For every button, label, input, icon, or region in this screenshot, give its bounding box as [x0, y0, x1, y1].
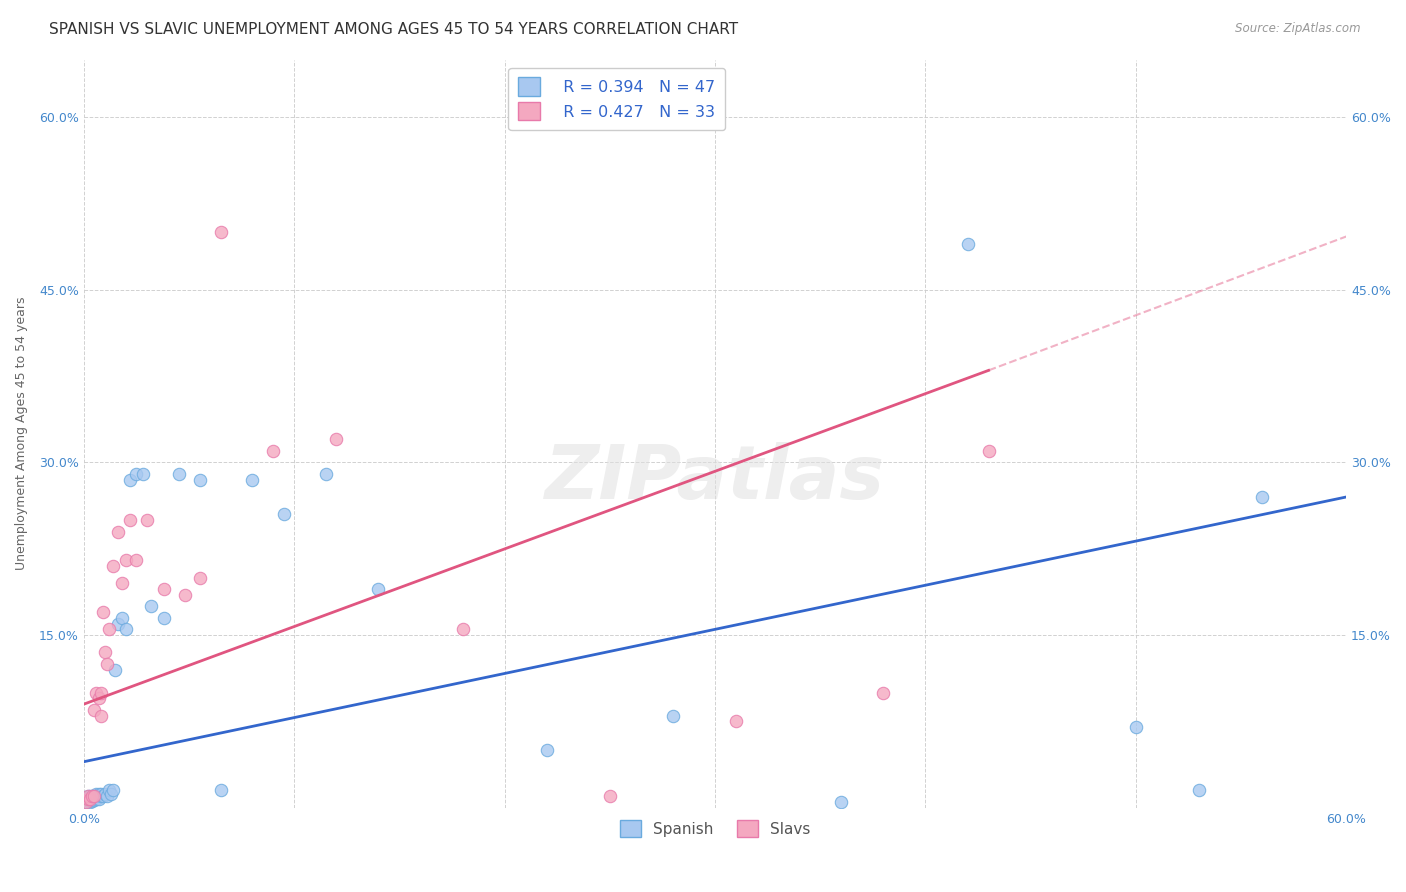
Point	[111, 611, 134, 625]
Point	[315, 467, 337, 481]
Point	[83, 789, 105, 804]
Point	[83, 793, 105, 807]
Point	[725, 714, 748, 729]
Point	[662, 708, 685, 723]
Point	[115, 623, 138, 637]
Point	[86, 791, 108, 805]
Text: SPANISH VS SLAVIC UNEMPLOYMENT AMONG AGES 45 TO 54 YEARS CORRELATION CHART: SPANISH VS SLAVIC UNEMPLOYMENT AMONG AGE…	[49, 22, 738, 37]
Point	[599, 789, 621, 804]
Point	[977, 444, 1000, 458]
Point	[98, 623, 121, 637]
Point	[153, 611, 176, 625]
Point	[120, 513, 142, 527]
Point	[79, 791, 101, 805]
Point	[115, 553, 138, 567]
Point	[96, 657, 118, 671]
Point	[103, 559, 125, 574]
Point	[240, 473, 263, 487]
Point	[90, 789, 112, 804]
Point	[111, 576, 134, 591]
Point	[273, 508, 295, 522]
Point	[86, 789, 108, 804]
Point	[1188, 783, 1211, 797]
Point	[262, 444, 284, 458]
Point	[91, 605, 114, 619]
Point	[79, 791, 101, 805]
Point	[188, 570, 211, 584]
Point	[98, 783, 121, 797]
Point	[872, 686, 894, 700]
Point	[77, 789, 100, 804]
Point	[94, 645, 117, 659]
Point	[367, 582, 389, 596]
Point	[87, 791, 110, 805]
Point	[104, 663, 127, 677]
Point	[86, 787, 108, 801]
Point	[209, 225, 232, 239]
Point	[451, 623, 474, 637]
Point	[167, 467, 190, 481]
Point	[90, 787, 112, 801]
Point	[77, 791, 100, 805]
Text: ZIPatlas: ZIPatlas	[546, 442, 884, 515]
Point	[188, 473, 211, 487]
Point	[107, 524, 129, 539]
Point	[79, 789, 101, 804]
Point	[82, 794, 104, 808]
Y-axis label: Unemployment Among Ages 45 to 54 years: Unemployment Among Ages 45 to 54 years	[15, 297, 28, 570]
Point	[107, 616, 129, 631]
Point	[90, 686, 112, 700]
Point	[75, 795, 97, 809]
Point	[1125, 720, 1147, 734]
Point	[100, 787, 122, 801]
Point	[77, 791, 100, 805]
Point	[82, 789, 104, 804]
Point	[87, 691, 110, 706]
Point	[75, 795, 97, 809]
Point	[125, 553, 148, 567]
Point	[136, 513, 159, 527]
Point	[79, 795, 101, 809]
Point	[153, 582, 176, 596]
Point	[83, 789, 105, 804]
Point	[96, 789, 118, 804]
Point	[132, 467, 155, 481]
Point	[956, 236, 979, 251]
Point	[125, 467, 148, 481]
Point	[91, 789, 114, 804]
Point	[1251, 490, 1274, 504]
Point	[103, 783, 125, 797]
Point	[209, 783, 232, 797]
Point	[77, 789, 100, 804]
Point	[536, 743, 558, 757]
Text: Source: ZipAtlas.com: Source: ZipAtlas.com	[1236, 22, 1361, 36]
Point	[141, 599, 163, 614]
Point	[82, 789, 104, 804]
Point	[325, 433, 347, 447]
Legend: Spanish, Slavs: Spanish, Slavs	[612, 812, 818, 845]
Point	[82, 791, 104, 805]
Point	[120, 473, 142, 487]
Point	[86, 686, 108, 700]
Point	[830, 795, 852, 809]
Point	[94, 787, 117, 801]
Point	[87, 787, 110, 801]
Point	[83, 703, 105, 717]
Point	[173, 588, 195, 602]
Point	[90, 708, 112, 723]
